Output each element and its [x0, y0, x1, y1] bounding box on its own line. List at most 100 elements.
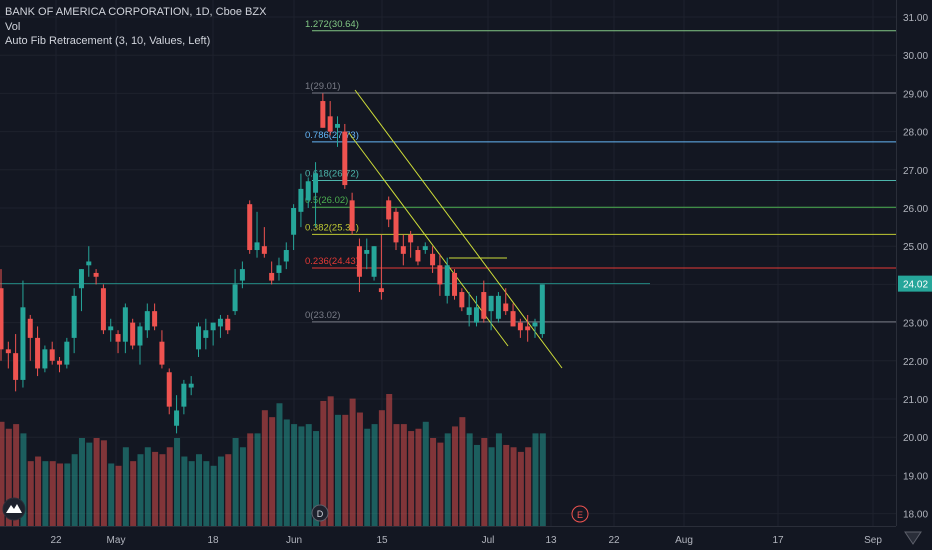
- candle-body: [5, 349, 11, 354]
- price-tick-label: 27.00: [903, 166, 928, 177]
- candle-body: [166, 372, 172, 407]
- candle-body: [334, 123, 340, 128]
- candle-body: [137, 326, 143, 346]
- volume-bar: [0, 421, 5, 526]
- volume-bar: [188, 461, 195, 526]
- volume-bar: [115, 465, 122, 526]
- time-tick-label: 22: [608, 535, 620, 546]
- candle-body: [115, 334, 121, 342]
- price-tick-label: 29.00: [903, 89, 928, 100]
- candle-body: [313, 173, 319, 193]
- fib-level-label: 1(29.01): [305, 81, 340, 92]
- volume-bar: [20, 433, 27, 526]
- candle-body: [430, 253, 436, 266]
- candle-body: [181, 383, 187, 407]
- price-tick-label: 19.00: [903, 471, 928, 482]
- volume-bar: [495, 433, 502, 526]
- volume-bar: [247, 433, 254, 526]
- fib-level-label: 1.272(30.64): [305, 19, 359, 30]
- symbol-title[interactable]: BANK OF AMERICA CORPORATION, 1D, Cboe BZ…: [5, 6, 267, 18]
- volume-bar: [510, 447, 517, 526]
- volume-bar: [108, 463, 115, 526]
- candle-body: [13, 353, 19, 380]
- volume-bar: [349, 398, 356, 526]
- time-tick-label: Aug: [675, 535, 693, 546]
- volume-bar: [393, 424, 400, 526]
- candle-body: [444, 265, 450, 296]
- volume-bar: [444, 433, 451, 526]
- candle-body: [174, 410, 180, 426]
- volume-bar: [342, 414, 349, 526]
- current-price-tag: [898, 275, 932, 292]
- candle-body: [305, 181, 311, 201]
- candle-body: [196, 326, 202, 350]
- candle-body: [459, 292, 465, 308]
- candle-body: [378, 288, 384, 293]
- volume-bar: [334, 414, 341, 526]
- candle-body: [108, 326, 114, 331]
- candle-body: [64, 341, 70, 365]
- candle-body: [539, 284, 545, 335]
- candle-body: [371, 246, 377, 277]
- candle-body: [327, 116, 333, 132]
- volume-bar: [473, 444, 480, 526]
- volume-bar: [196, 454, 203, 526]
- volume-bar: [408, 431, 415, 526]
- candle-body: [217, 318, 223, 327]
- volume-bar: [159, 454, 166, 526]
- volume-bar: [459, 417, 466, 526]
- current-price-value: 24.02: [903, 280, 928, 291]
- candle-body: [86, 261, 92, 266]
- volume-bar: [144, 447, 151, 526]
- chart-legend: BANK OF AMERICA CORPORATION, 1D, Cboe BZ…: [5, 5, 266, 49]
- candle-body: [320, 101, 326, 128]
- time-tick-label: 13: [545, 535, 557, 546]
- volume-bar: [305, 424, 312, 526]
- candle-body: [473, 307, 479, 323]
- volume-bar: [466, 433, 473, 526]
- earnings-marker: [571, 505, 589, 523]
- candle-body: [57, 360, 63, 365]
- tradingview-logo-icon: [6, 504, 22, 513]
- dividend-marker: [311, 504, 329, 522]
- volume-bar: [327, 396, 334, 526]
- candle-body: [232, 284, 238, 312]
- price-tick-label: 30.00: [903, 51, 928, 62]
- time-tick-label: 22: [50, 535, 62, 546]
- volume-bar: [539, 433, 546, 526]
- volume-bar: [71, 454, 78, 526]
- volume-indicator-label[interactable]: Vol: [5, 20, 21, 33]
- candle-body: [254, 242, 260, 251]
- candle-body: [291, 208, 297, 235]
- volume-bar: [86, 442, 93, 526]
- volume-bar: [415, 428, 422, 526]
- candle-body: [42, 349, 48, 369]
- candle-body: [144, 311, 150, 331]
- price-tick-label: 28.00: [903, 128, 928, 139]
- volume-bar: [5, 428, 12, 526]
- price-tick-label: 22.00: [903, 357, 928, 368]
- fib-indicator-label[interactable]: Auto Fib Retracement (3, 10, Values, Lef…: [5, 35, 211, 47]
- candle-body: [400, 246, 406, 254]
- candle-body: [269, 272, 275, 281]
- price-tick-label: 20.00: [903, 433, 928, 444]
- candle-body: [393, 211, 399, 243]
- volume-bar: [298, 426, 305, 526]
- candle-body: [415, 250, 421, 262]
- volume-bar: [364, 428, 371, 526]
- candle-body: [188, 383, 194, 388]
- volume-bar: [269, 417, 276, 526]
- volume-bar: [239, 447, 246, 526]
- volume-bar: [93, 438, 100, 526]
- candle-body: [422, 246, 428, 251]
- volume-bar: [100, 440, 107, 526]
- candle-body: [349, 200, 355, 231]
- volume-bar: [78, 438, 85, 526]
- candle-body: [210, 322, 216, 331]
- price-tick-label: 21.00: [903, 395, 928, 406]
- candle-body: [239, 269, 245, 281]
- dividend-marker-label: D: [317, 509, 324, 519]
- candle-body: [276, 265, 282, 273]
- candle-body: [20, 307, 26, 380]
